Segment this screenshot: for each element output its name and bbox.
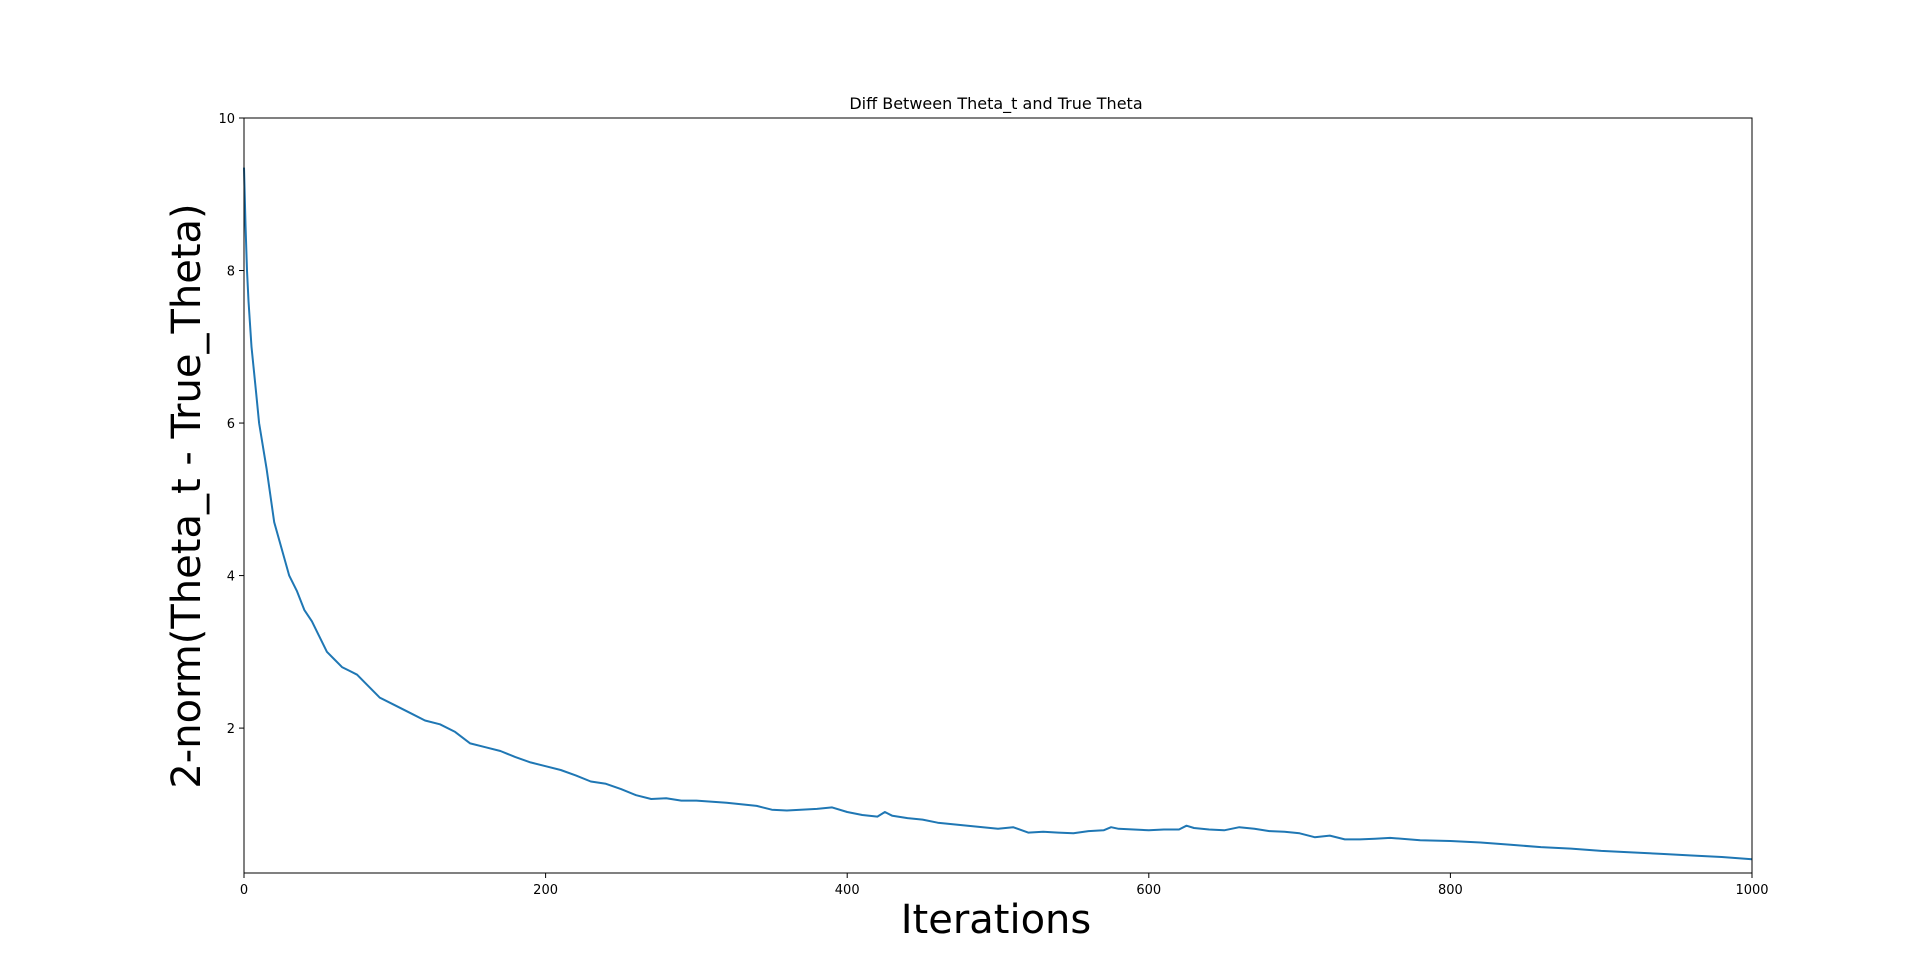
y-axis: 2 4 6 8 10 [218, 112, 244, 737]
y-axis-label: 2-norm(Theta_t - True_Theta) [164, 203, 210, 788]
y-tick-label: 2 [227, 722, 235, 737]
x-tick-label: 600 [1136, 883, 1161, 898]
y-tick-label: 6 [227, 417, 235, 432]
series-line [243, 167, 1753, 861]
series-layer [243, 167, 1753, 861]
x-tick-label: 800 [1438, 883, 1463, 898]
x-tick-label: 0 [240, 883, 248, 898]
x-tick-label: 400 [835, 883, 860, 898]
plot-frame [243, 117, 1753, 874]
x-tick-label: 200 [533, 883, 558, 898]
x-tick-label: 1000 [1735, 883, 1768, 898]
y-tick-label: 10 [218, 112, 235, 127]
x-axis: 0 200 400 600 800 1000 [240, 873, 1769, 898]
chart-title: Diff Between Theta_t and True Theta [849, 94, 1142, 114]
y-tick-label: 8 [227, 265, 235, 280]
x-axis-label: Iterations [901, 897, 1092, 943]
y-tick-label: 4 [227, 570, 235, 585]
